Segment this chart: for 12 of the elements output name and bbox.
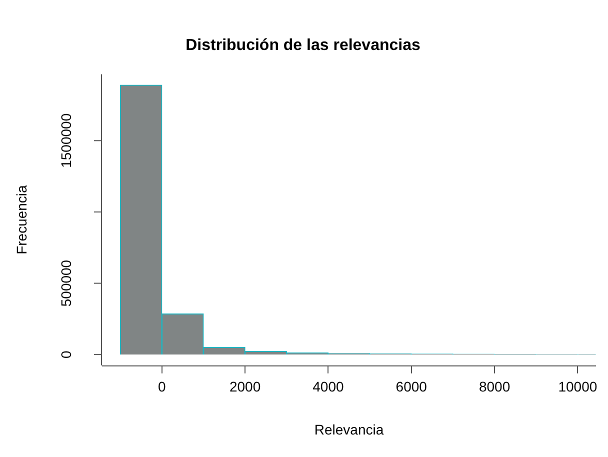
x-tick-label: 0 (158, 378, 166, 395)
x-tick-label: 10000 (558, 378, 598, 395)
y-tick-label: 500000 (58, 260, 74, 307)
y-tick-label: 1500000 (58, 113, 74, 168)
x-axis-title: Relevancia (314, 421, 384, 438)
y-tick-label: 0 (58, 350, 74, 358)
x-tick-label: 8000 (478, 378, 510, 395)
x-tick-label: 4000 (312, 378, 344, 395)
y-axis-title: Frecuencia (13, 184, 30, 254)
x-tick-label: 6000 (396, 378, 428, 395)
chart-title: Distribución de las relevancias (186, 37, 420, 54)
x-tick-label: 2000 (229, 378, 261, 395)
